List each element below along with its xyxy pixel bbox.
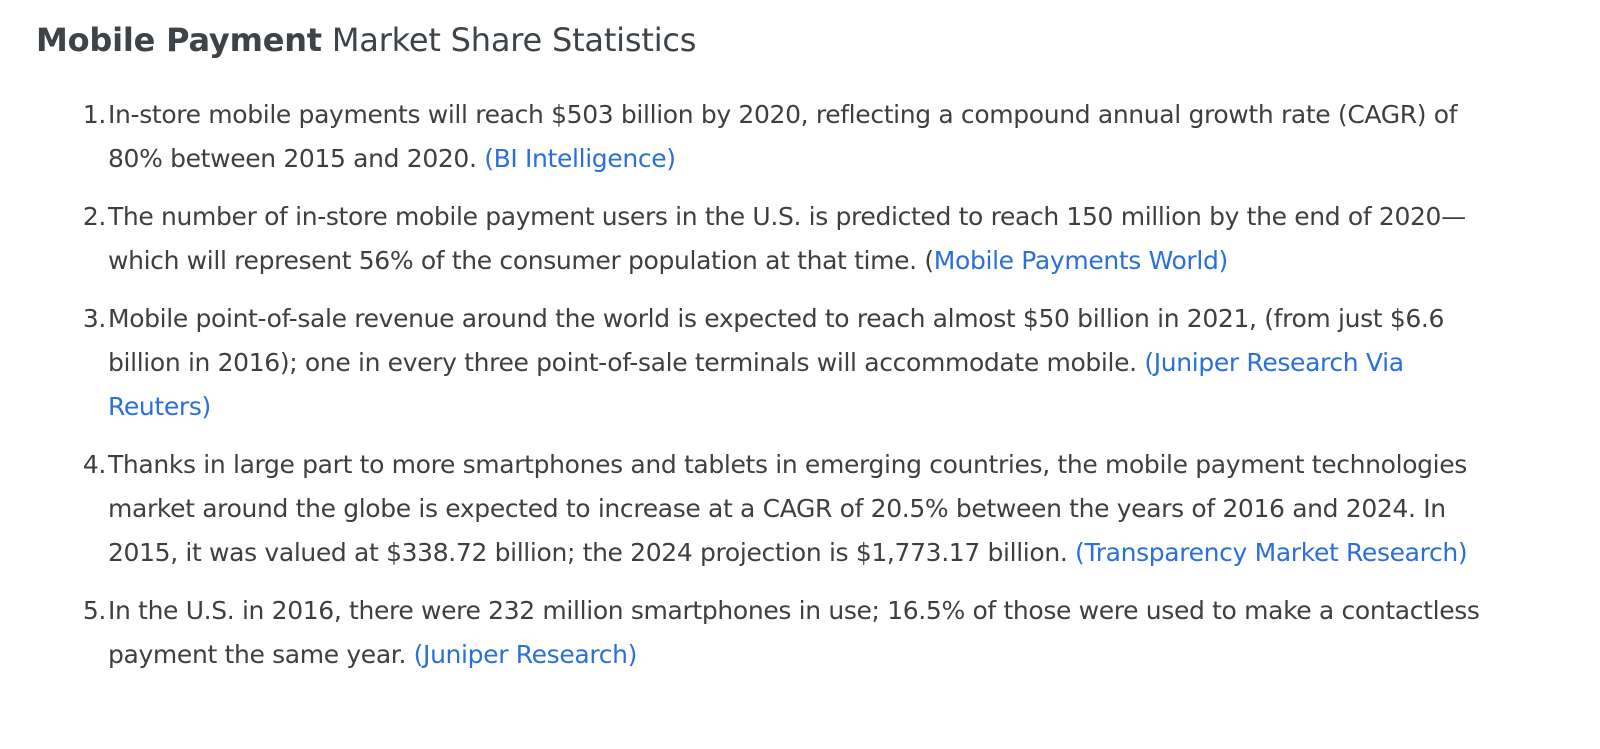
list-item-text: Thanks in large part to more smartphones… — [108, 450, 1467, 567]
source-link[interactable]: (BI Intelligence) — [484, 144, 676, 173]
list-item: 5. In the U.S. in 2016, there were 232 m… — [36, 589, 1496, 677]
list-item-paren: ( — [924, 246, 934, 275]
list-item-number: 2. — [82, 202, 107, 231]
page-title-rest: Market Share Statistics — [321, 21, 697, 59]
source-link[interactable]: Mobile Payments World) — [933, 246, 1228, 275]
list-item-number: 5. — [82, 596, 107, 625]
list-item: 4. Thanks in large part to more smartpho… — [36, 443, 1496, 575]
list-item-text: In-store mobile payments will reach $503… — [108, 100, 1458, 173]
source-link[interactable]: (Juniper Research) — [413, 640, 638, 669]
list-item: 3. Mobile point-of-sale revenue around t… — [36, 297, 1496, 429]
source-link[interactable]: (Transparency Market Research) — [1075, 538, 1468, 567]
list-item-number: 3. — [82, 304, 107, 333]
source-link[interactable]: (Juniper Research Via Reuters) — [108, 348, 1404, 421]
list-item-text: Mobile point-of-sale revenue around the … — [108, 304, 1445, 377]
list-item-number: 1. — [82, 100, 107, 129]
list-item: 1. In-store mobile payments will reach $… — [36, 93, 1496, 181]
statistics-list: 1. In-store mobile payments will reach $… — [36, 93, 1496, 677]
list-item-text: The number of in-store mobile payment us… — [108, 202, 1466, 275]
list-item: 2. The number of in-store mobile payment… — [36, 195, 1496, 283]
list-item-text: In the U.S. in 2016, there were 232 mill… — [108, 596, 1480, 669]
page-title: Mobile Payment Market Share Statistics — [36, 16, 1600, 64]
list-item-number: 4. — [82, 450, 107, 479]
page-title-bold: Mobile Payment — [36, 21, 322, 59]
